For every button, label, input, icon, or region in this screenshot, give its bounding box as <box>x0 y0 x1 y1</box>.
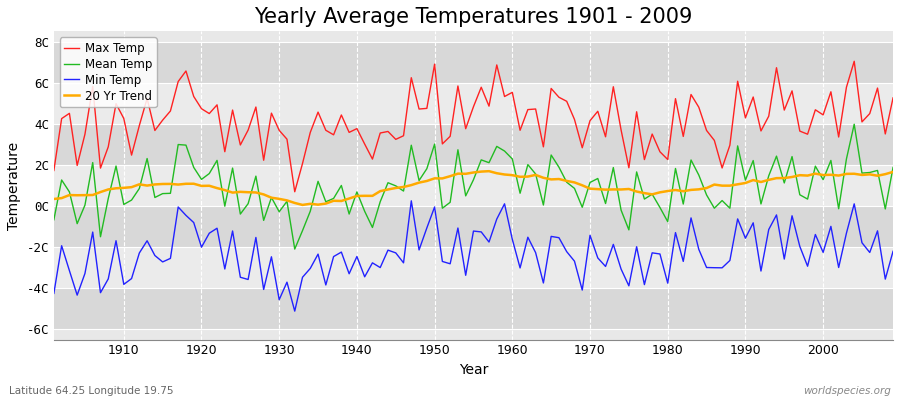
Max Temp <box>282 137 292 142</box>
Min Temp <box>515 266 526 270</box>
20 Yr Trend <box>297 202 308 207</box>
Mean Temp <box>507 156 517 161</box>
Line: 20 Yr Trend: 20 Yr Trend <box>54 171 893 205</box>
20 Yr Trend <box>336 198 346 203</box>
Mean Temp <box>849 122 859 127</box>
Text: Latitude 64.25 Longitude 19.75: Latitude 64.25 Longitude 19.75 <box>9 386 174 396</box>
Min Temp <box>49 291 59 296</box>
Bar <box>54 165 893 206</box>
Y-axis label: Temperature: Temperature <box>7 141 21 230</box>
Mean Temp <box>111 164 122 168</box>
Min Temp <box>523 235 534 240</box>
Min Temp <box>616 267 626 272</box>
Max Temp <box>887 96 898 100</box>
Bar <box>54 124 893 165</box>
Line: Min Temp: Min Temp <box>54 201 893 311</box>
Mean Temp <box>887 165 898 170</box>
Max Temp <box>289 189 300 194</box>
Max Temp <box>111 101 122 106</box>
Bar <box>54 42 893 83</box>
20 Yr Trend <box>49 196 59 201</box>
Min Temp <box>887 249 898 254</box>
Min Temp <box>289 309 300 314</box>
Mean Temp <box>49 217 59 222</box>
20 Yr Trend <box>523 174 534 179</box>
Bar <box>54 206 893 247</box>
Title: Yearly Average Temperatures 1901 - 2009: Yearly Average Temperatures 1901 - 2009 <box>255 7 693 27</box>
Bar <box>54 247 893 288</box>
20 Yr Trend <box>515 174 526 179</box>
Line: Max Temp: Max Temp <box>54 61 893 192</box>
Max Temp <box>336 113 346 118</box>
Mean Temp <box>289 247 300 252</box>
Bar <box>54 83 893 124</box>
Max Temp <box>507 90 517 95</box>
Mean Temp <box>336 183 346 188</box>
Max Temp <box>515 128 526 133</box>
Mean Temp <box>608 165 618 170</box>
X-axis label: Year: Year <box>459 363 488 377</box>
Max Temp <box>849 59 859 64</box>
Min Temp <box>282 280 292 284</box>
20 Yr Trend <box>616 187 626 192</box>
Min Temp <box>111 238 122 243</box>
Mean Temp <box>515 191 526 196</box>
Mean Temp <box>282 199 292 204</box>
20 Yr Trend <box>483 169 494 174</box>
Min Temp <box>406 198 417 203</box>
20 Yr Trend <box>111 186 122 191</box>
Min Temp <box>336 250 346 254</box>
20 Yr Trend <box>887 170 898 174</box>
Line: Mean Temp: Mean Temp <box>54 124 893 249</box>
Legend: Max Temp, Mean Temp, Min Temp, 20 Yr Trend: Max Temp, Mean Temp, Min Temp, 20 Yr Tre… <box>59 37 157 108</box>
Text: worldspecies.org: worldspecies.org <box>803 386 891 396</box>
Max Temp <box>608 84 618 89</box>
20 Yr Trend <box>282 198 292 203</box>
Max Temp <box>49 168 59 173</box>
Bar <box>54 288 893 329</box>
